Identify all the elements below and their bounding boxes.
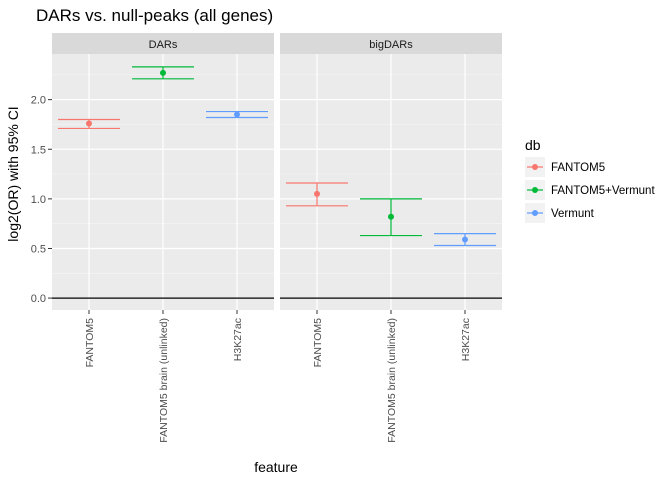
x-tick-label: H3K27ac xyxy=(460,318,472,361)
legend-key-point xyxy=(532,164,538,170)
estimate-point xyxy=(234,111,240,118)
chart-title: DARs vs. null-peaks (all genes) xyxy=(36,6,273,25)
facet-strip xyxy=(280,33,502,54)
x-tick-label: FANTOM5 brain (unlinked) xyxy=(158,318,170,443)
errorbar-h3k27ac xyxy=(206,110,268,119)
legend-item: FANTOM5 xyxy=(525,157,605,177)
x-tick-label: FANTOM5 xyxy=(84,318,96,368)
y-tick-label: 0.0 xyxy=(31,293,46,305)
legend: db FANTOM5 FANTOM5+Vermunt Vermunt xyxy=(525,137,655,223)
legend-title: db xyxy=(525,137,541,153)
facet-strip xyxy=(52,33,274,54)
errorbar-fantom5-brain-unlinked- xyxy=(132,66,194,80)
y-axis-title: log2(OR) with 95% CI xyxy=(5,106,21,241)
facet-strip-label: bigDARs xyxy=(369,39,413,51)
x-axes: FANTOM5 FANTOM5 brain (unlinked) H3K27ac FA… xyxy=(84,310,472,443)
legend-key-point xyxy=(532,210,538,216)
estimate-point xyxy=(462,236,468,243)
y-tick-label: 1.0 xyxy=(31,194,46,206)
facet-panel-DARs: DARs xyxy=(52,33,274,310)
y-tick-label: 0.5 xyxy=(31,243,46,255)
facet-panel-bigDARs: bigDARs xyxy=(280,33,502,310)
y-tick-label: 1.5 xyxy=(31,144,46,156)
legend-key-point xyxy=(532,187,538,193)
errorbar-fantom5 xyxy=(58,118,120,130)
x-tick-label: H3K27ac xyxy=(232,318,244,361)
errorbar-fantom5 xyxy=(286,182,348,207)
x-axis-title: feature xyxy=(254,459,298,475)
x-tick-label: FANTOM5 brain (unlinked) xyxy=(386,318,398,443)
facet-strip-label: DARs xyxy=(149,39,178,51)
legend-label: FANTOM5 xyxy=(551,162,605,174)
y-tick-label: 2.0 xyxy=(31,95,46,107)
legend-item: FANTOM5+Vermunt xyxy=(525,180,655,200)
facet-panels: DARs bigDARs xyxy=(52,33,502,310)
legend-label: FANTOM5+Vermunt xyxy=(551,185,655,197)
y-axis: 0.0 0.5 1.0 1.5 2.0 xyxy=(31,95,52,305)
legend-label: Vermunt xyxy=(551,208,595,220)
estimate-point xyxy=(314,190,320,197)
estimate-point xyxy=(160,69,166,76)
x-tick-label: FANTOM5 xyxy=(312,318,324,368)
errorbar-h3k27ac xyxy=(434,232,496,247)
errorbar-fantom5-brain-unlinked- xyxy=(360,198,422,237)
estimate-point xyxy=(388,213,394,220)
legend-keys: FANTOM5 FANTOM5+Vermunt Vermunt xyxy=(525,157,655,223)
estimate-point xyxy=(86,120,92,127)
legend-item: Vermunt xyxy=(525,203,595,223)
